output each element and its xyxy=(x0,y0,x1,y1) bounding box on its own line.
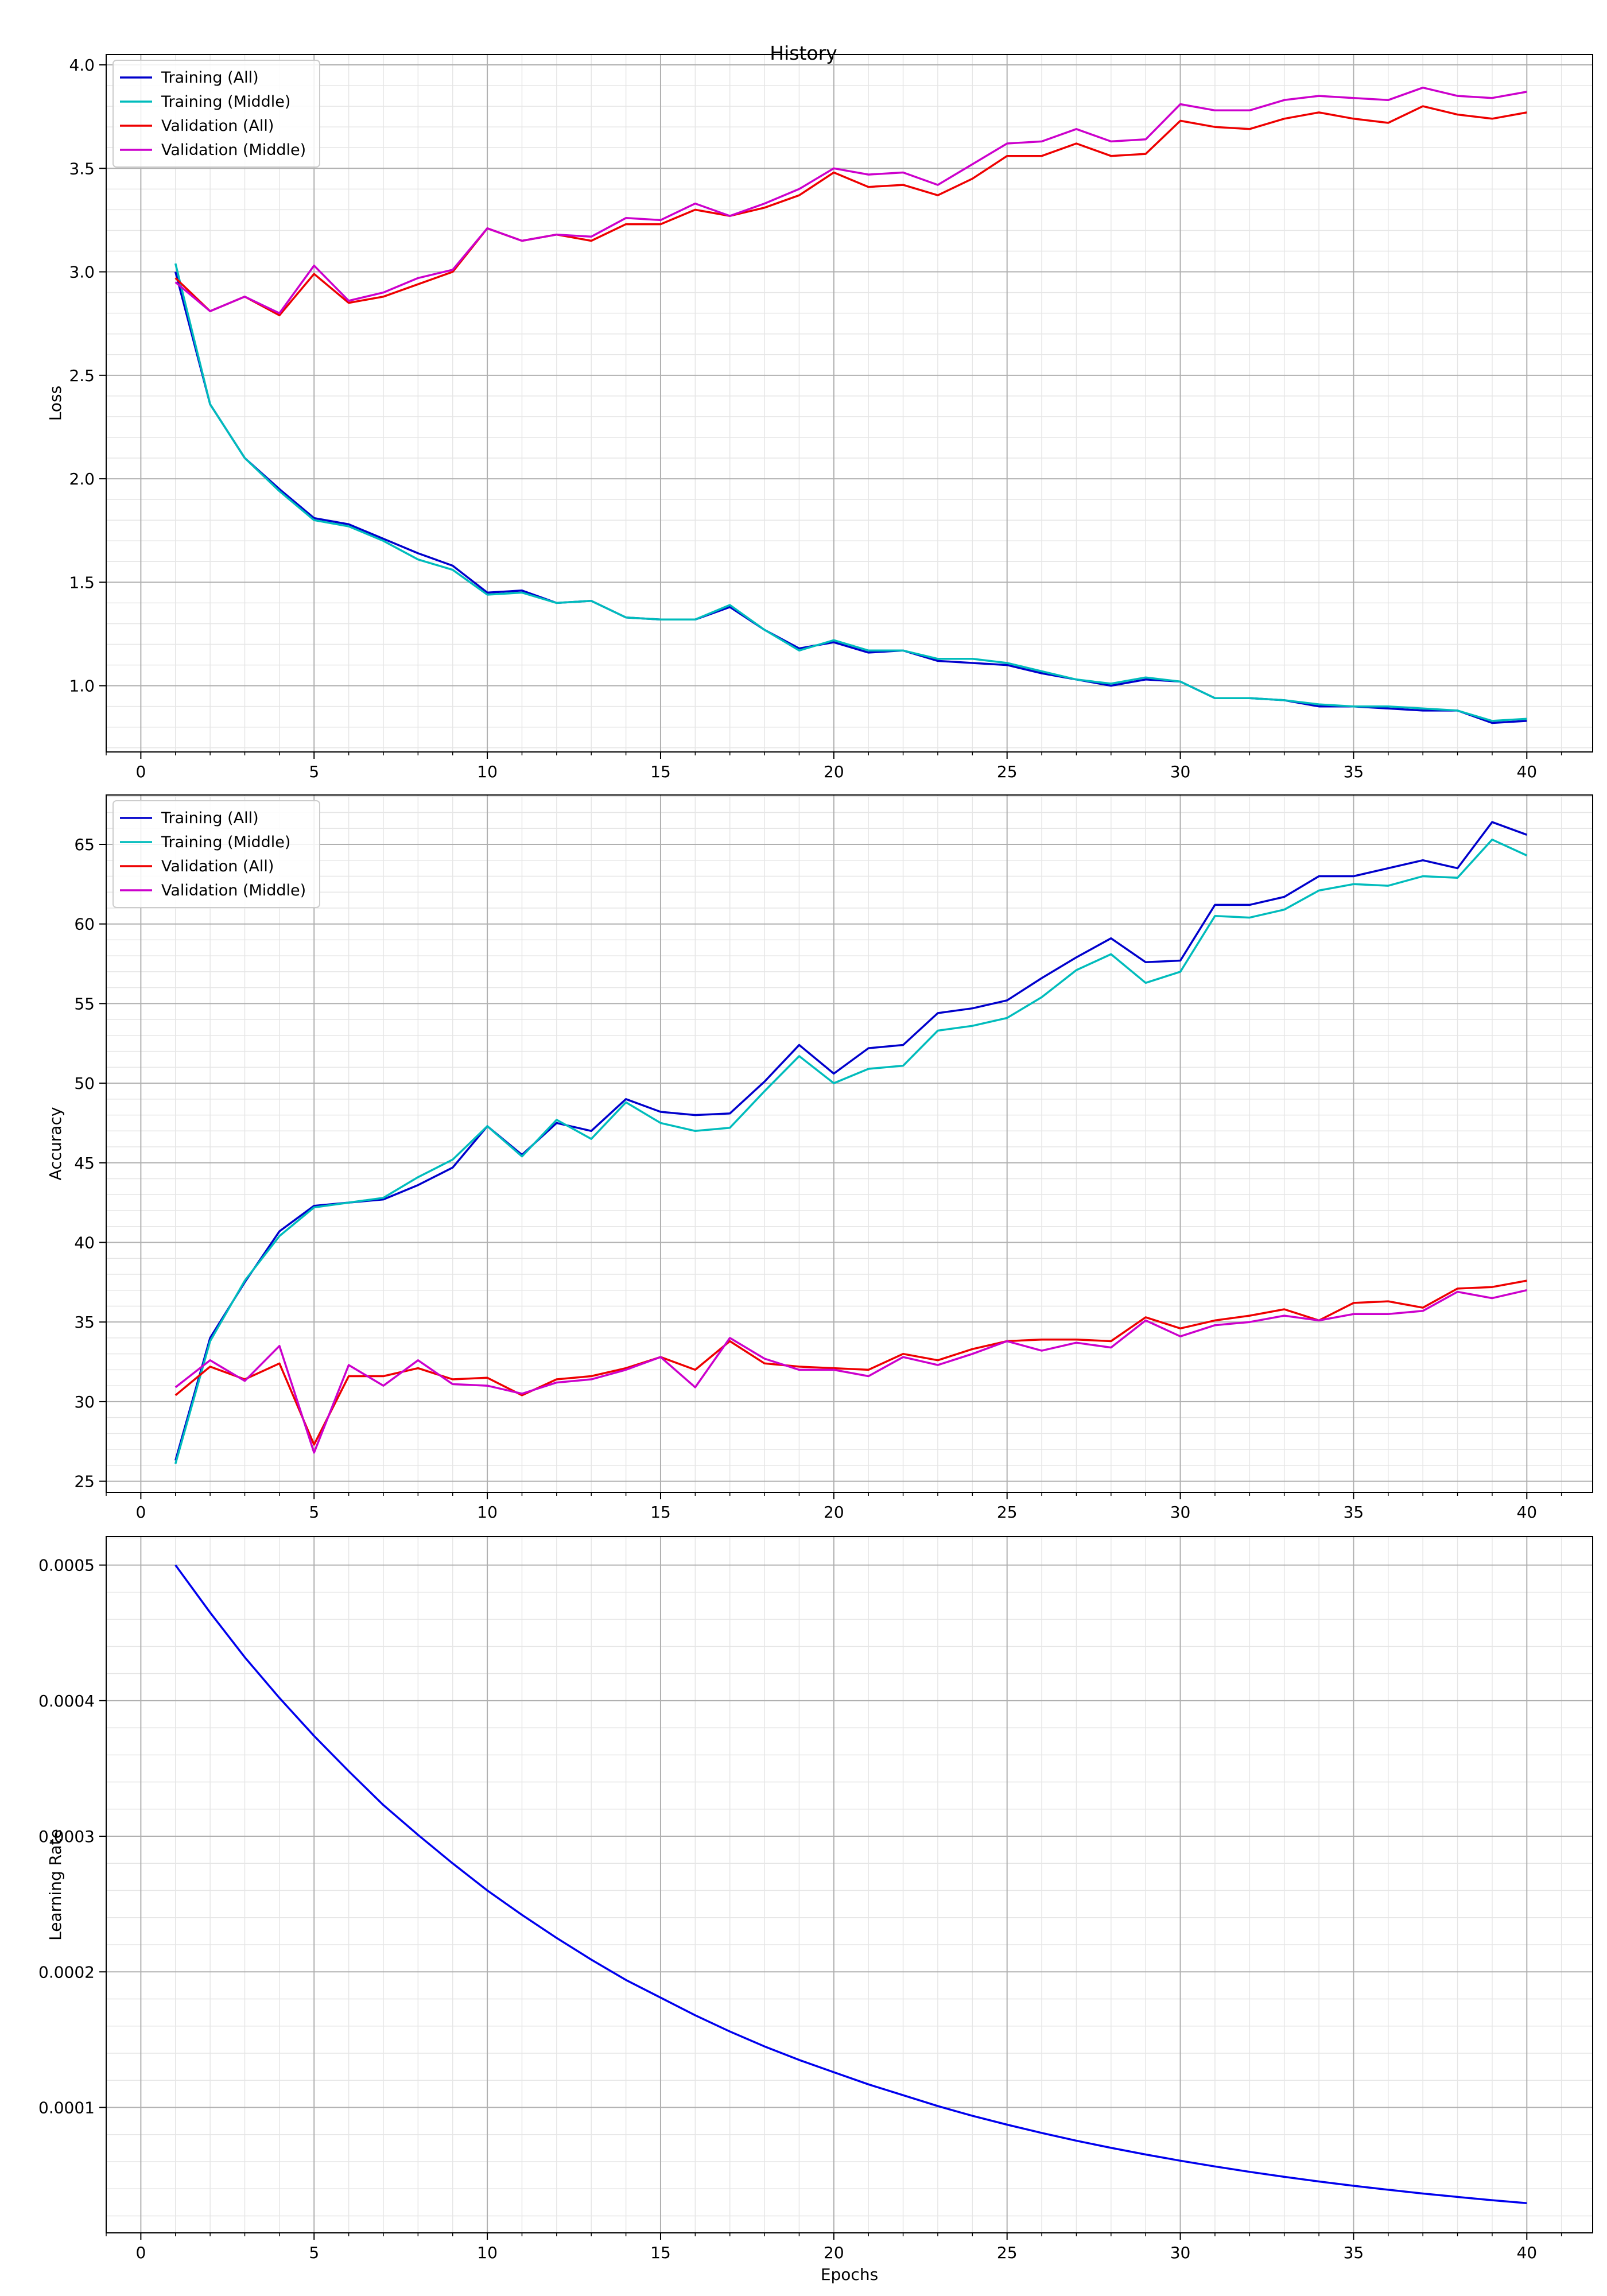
y-tick-label: 0.0003 xyxy=(38,1827,95,1846)
x-tick-label: 10 xyxy=(477,762,498,781)
y-tick-label: 0.0002 xyxy=(38,1963,95,1981)
loss-chart: 0 5 10 15 20 25 30 35 40 1.0 1.5 2.0 2.5 3.0 3.5 4.0 Los… xyxy=(46,54,1593,781)
y-tick-label: 1.0 xyxy=(69,677,95,696)
x-tick-label: 30 xyxy=(1170,1503,1191,1522)
x-tick-label: 10 xyxy=(477,1503,498,1522)
series-line-validation-middle xyxy=(174,86,1527,315)
legend: Training (All) Training (Middle) Validatio… xyxy=(112,800,320,908)
y-tick-label: 2.0 xyxy=(69,470,95,488)
x-tick-label: 35 xyxy=(1344,762,1364,781)
series-line-validation-middle xyxy=(174,1289,1527,1454)
y-tick-label: 0.0004 xyxy=(38,1692,95,1711)
x-tick-label: 20 xyxy=(824,1503,844,1522)
legend-label-training-all: Training (All) xyxy=(161,69,259,87)
plot-frame xyxy=(106,1536,1593,2233)
y-tick-label: 30 xyxy=(74,1393,95,1411)
x-tick-label: 25 xyxy=(997,2243,1018,2262)
learning-rate-chart: 0 5 10 15 20 25 30 35 40 0.0001 0.0002 0.0003 0.0004… xyxy=(38,1536,1593,2284)
legend-label-training-middle: Training (Middle) xyxy=(161,93,290,111)
legend-label-validation-all: Validation (All) xyxy=(161,117,274,135)
grid xyxy=(106,795,1593,1492)
x-tick-label: 40 xyxy=(1516,2243,1537,2262)
y-tick-label: 3.0 xyxy=(69,263,95,282)
legend-box xyxy=(112,800,320,908)
x-tick-label: 25 xyxy=(997,762,1018,781)
x-tick-label: 35 xyxy=(1344,1503,1364,1522)
legend-label-training-middle: Training (Middle) xyxy=(161,833,290,851)
y-tick-label: 1.5 xyxy=(69,573,95,592)
series-line-lr xyxy=(174,1564,1527,2205)
y-axis-label: Learning Rate xyxy=(46,1829,65,1941)
x-tick-label: 15 xyxy=(650,762,671,781)
x-tick-label: 35 xyxy=(1344,2243,1364,2262)
x-tick-label: 40 xyxy=(1516,762,1537,781)
legend-label-validation-middle: Validation (Middle) xyxy=(161,141,306,159)
y-axis-label: Accuracy xyxy=(46,1107,65,1181)
x-tick-label: 0 xyxy=(135,1503,146,1522)
series-line-training-all xyxy=(174,272,1527,724)
x-tick-label: 20 xyxy=(824,762,844,781)
series-line-training-middle xyxy=(174,263,1527,722)
x-tick-label: 5 xyxy=(309,762,319,781)
legend-label-training-all: Training (All) xyxy=(161,809,259,827)
x-tick-label: 0 xyxy=(135,2243,146,2262)
y-tick-label: 40 xyxy=(74,1233,95,1252)
x-tick-label: 30 xyxy=(1170,2243,1191,2262)
y-tick-label: 60 xyxy=(74,915,95,934)
y-tick-label: 50 xyxy=(74,1074,95,1093)
legend-box xyxy=(112,60,320,168)
y-tick-label: 35 xyxy=(74,1313,95,1332)
x-tick-label: 25 xyxy=(997,1503,1018,1522)
y-tick-label: 0.0001 xyxy=(38,2098,95,2117)
x-tick-label: 5 xyxy=(309,1503,319,1522)
x-tick-label: 40 xyxy=(1516,1503,1537,1522)
x-tick-label: 15 xyxy=(650,2243,671,2262)
y-tick-label: 2.5 xyxy=(69,366,95,385)
grid xyxy=(106,55,1593,752)
y-tick-label: 0.0005 xyxy=(38,1556,95,1575)
figure-title: History xyxy=(770,42,837,64)
series-line-training-all xyxy=(174,821,1527,1461)
legend-label-validation-all: Validation (All) xyxy=(161,858,274,875)
x-axis-label: Epochs xyxy=(821,2265,878,2284)
y-tick-label: 45 xyxy=(74,1154,95,1173)
y-tick-label: 65 xyxy=(74,835,95,854)
legend: Training (All) Training (Middle) Validatio… xyxy=(112,60,320,168)
legend-label-validation-middle: Validation (Middle) xyxy=(161,882,306,899)
y-tick-label: 25 xyxy=(74,1472,95,1491)
y-tick-label: 4.0 xyxy=(69,56,95,75)
x-tick-label: 10 xyxy=(477,2243,498,2262)
series-line-validation-all xyxy=(174,1279,1527,1446)
accuracy-chart: 0 5 10 15 20 25 30 35 40 25 30 35 40 45 50 55 60 65 Accura… xyxy=(46,794,1593,1522)
plot-frame xyxy=(106,54,1593,753)
x-tick-label: 0 xyxy=(135,762,146,781)
grid xyxy=(106,1537,1593,2233)
x-tick-label: 5 xyxy=(309,2243,319,2262)
y-axis-label: Loss xyxy=(46,386,65,421)
series-line-validation-all xyxy=(174,105,1527,317)
plot-frame xyxy=(106,794,1593,1493)
x-tick-label: 30 xyxy=(1170,762,1191,781)
y-tick-label: 55 xyxy=(74,994,95,1013)
y-tick-label: 3.5 xyxy=(69,159,95,178)
x-tick-label: 20 xyxy=(824,2243,844,2262)
series-line-training-middle xyxy=(174,838,1528,1464)
x-tick-label: 15 xyxy=(650,1503,671,1522)
